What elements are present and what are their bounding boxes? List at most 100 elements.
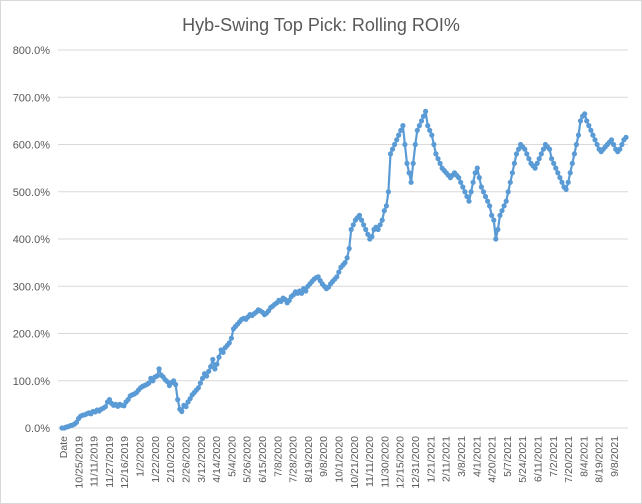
data-point — [509, 170, 515, 176]
x-tick-label: 11/27/2019 — [104, 436, 116, 488]
x-tick-label: 3/12/2020 — [196, 436, 208, 483]
data-point — [491, 217, 497, 223]
data-point — [534, 160, 540, 166]
y-tick-label: 600.0% — [13, 140, 51, 152]
data-point — [536, 156, 542, 162]
data-point — [206, 368, 212, 374]
x-tick-label: 4/20/2021 — [487, 436, 499, 483]
data-point — [547, 146, 553, 152]
x-tick-label: 8/4/2021 — [578, 436, 590, 477]
data-point — [394, 137, 400, 143]
data-point — [299, 290, 305, 296]
x-tick-label: 7/20/2021 — [563, 436, 575, 483]
data-point — [427, 127, 433, 133]
x-tick-label: 5/7/2021 — [502, 436, 514, 477]
data-point — [208, 364, 214, 370]
data-point — [226, 340, 232, 346]
data-point — [565, 179, 571, 185]
x-tick-label: 8/19/2020 — [303, 436, 315, 483]
data-point — [586, 123, 592, 129]
data-point — [532, 165, 538, 171]
data-point — [365, 231, 371, 237]
x-tick-label: 3/8/2021 — [456, 436, 468, 477]
data-point — [526, 156, 532, 162]
data-point — [497, 212, 503, 218]
data-point — [431, 141, 437, 148]
x-tick-label: 7/2/2021 — [548, 436, 560, 477]
data-point — [456, 175, 462, 181]
x-tick-label: 9/8/2020 — [318, 436, 330, 477]
x-tick-label: 1/2/2020 — [135, 436, 147, 477]
data-point — [361, 222, 367, 228]
x-tick-label: 11/30/2020 — [379, 436, 391, 488]
data-point — [472, 170, 478, 176]
data-point — [187, 396, 193, 402]
data-point — [458, 179, 464, 185]
data-point — [220, 349, 226, 355]
data-point — [435, 156, 441, 162]
data-point — [553, 165, 559, 171]
data-point — [175, 397, 181, 403]
data-point — [183, 404, 189, 410]
data-point — [356, 212, 363, 218]
data-point — [516, 146, 522, 152]
x-tick-label: Date — [58, 436, 70, 458]
data-point — [199, 375, 206, 381]
data-point — [385, 189, 391, 195]
x-tick-label: 2/26/2020 — [180, 436, 192, 483]
data-point — [487, 203, 493, 209]
data-point — [179, 408, 185, 415]
x-tick-label: 11/11/2019 — [89, 436, 101, 487]
data-point — [592, 137, 598, 143]
data-point — [350, 222, 356, 228]
y-tick-label: 100.0% — [13, 376, 51, 388]
data-point — [577, 118, 584, 124]
data-point — [563, 186, 569, 192]
data-point — [216, 354, 222, 360]
data-point — [342, 260, 348, 266]
data-point — [567, 170, 573, 176]
data-point — [468, 189, 474, 195]
data-point — [571, 151, 578, 157]
x-tick-label: 11/11/2020 — [364, 436, 376, 487]
data-point — [569, 160, 575, 166]
data-point — [505, 189, 511, 195]
x-tick-label: 4/14/2020 — [211, 436, 223, 483]
data-point — [588, 127, 594, 133]
data-point — [377, 222, 383, 228]
data-point — [462, 189, 468, 195]
data-point — [590, 132, 596, 138]
x-tick-label: 12/15/2020 — [395, 436, 407, 489]
data-point — [573, 141, 580, 148]
data-point — [474, 165, 480, 171]
x-tick-label: 10/1/2020 — [334, 436, 346, 483]
y-tick-label: 800.0% — [13, 45, 51, 57]
x-tick-label: 6/15/2020 — [257, 436, 269, 483]
data-point — [584, 118, 590, 124]
data-point — [433, 151, 439, 157]
data-point — [460, 184, 466, 190]
data-point — [383, 203, 389, 209]
data-point — [608, 137, 615, 143]
data-point — [228, 335, 234, 341]
data-point — [503, 198, 509, 204]
data-point — [204, 373, 210, 379]
data-point — [346, 245, 352, 252]
data-point — [406, 170, 412, 176]
y-tick-label: 500.0% — [13, 187, 51, 199]
data-point — [348, 226, 354, 233]
data-point — [429, 132, 435, 138]
data-point — [414, 127, 420, 133]
data-point — [522, 146, 528, 152]
chart-title: Hyb-Swing Top Pick: Rolling ROI% — [182, 15, 460, 35]
x-tick-label: 2/11/2021 — [441, 436, 453, 482]
data-point — [392, 141, 398, 148]
data-point — [551, 160, 557, 166]
data-point — [156, 366, 162, 372]
y-tick-label: 700.0% — [13, 92, 51, 104]
y-tick-label: 300.0% — [13, 281, 51, 293]
data-point — [363, 226, 369, 233]
data-point — [379, 217, 385, 223]
